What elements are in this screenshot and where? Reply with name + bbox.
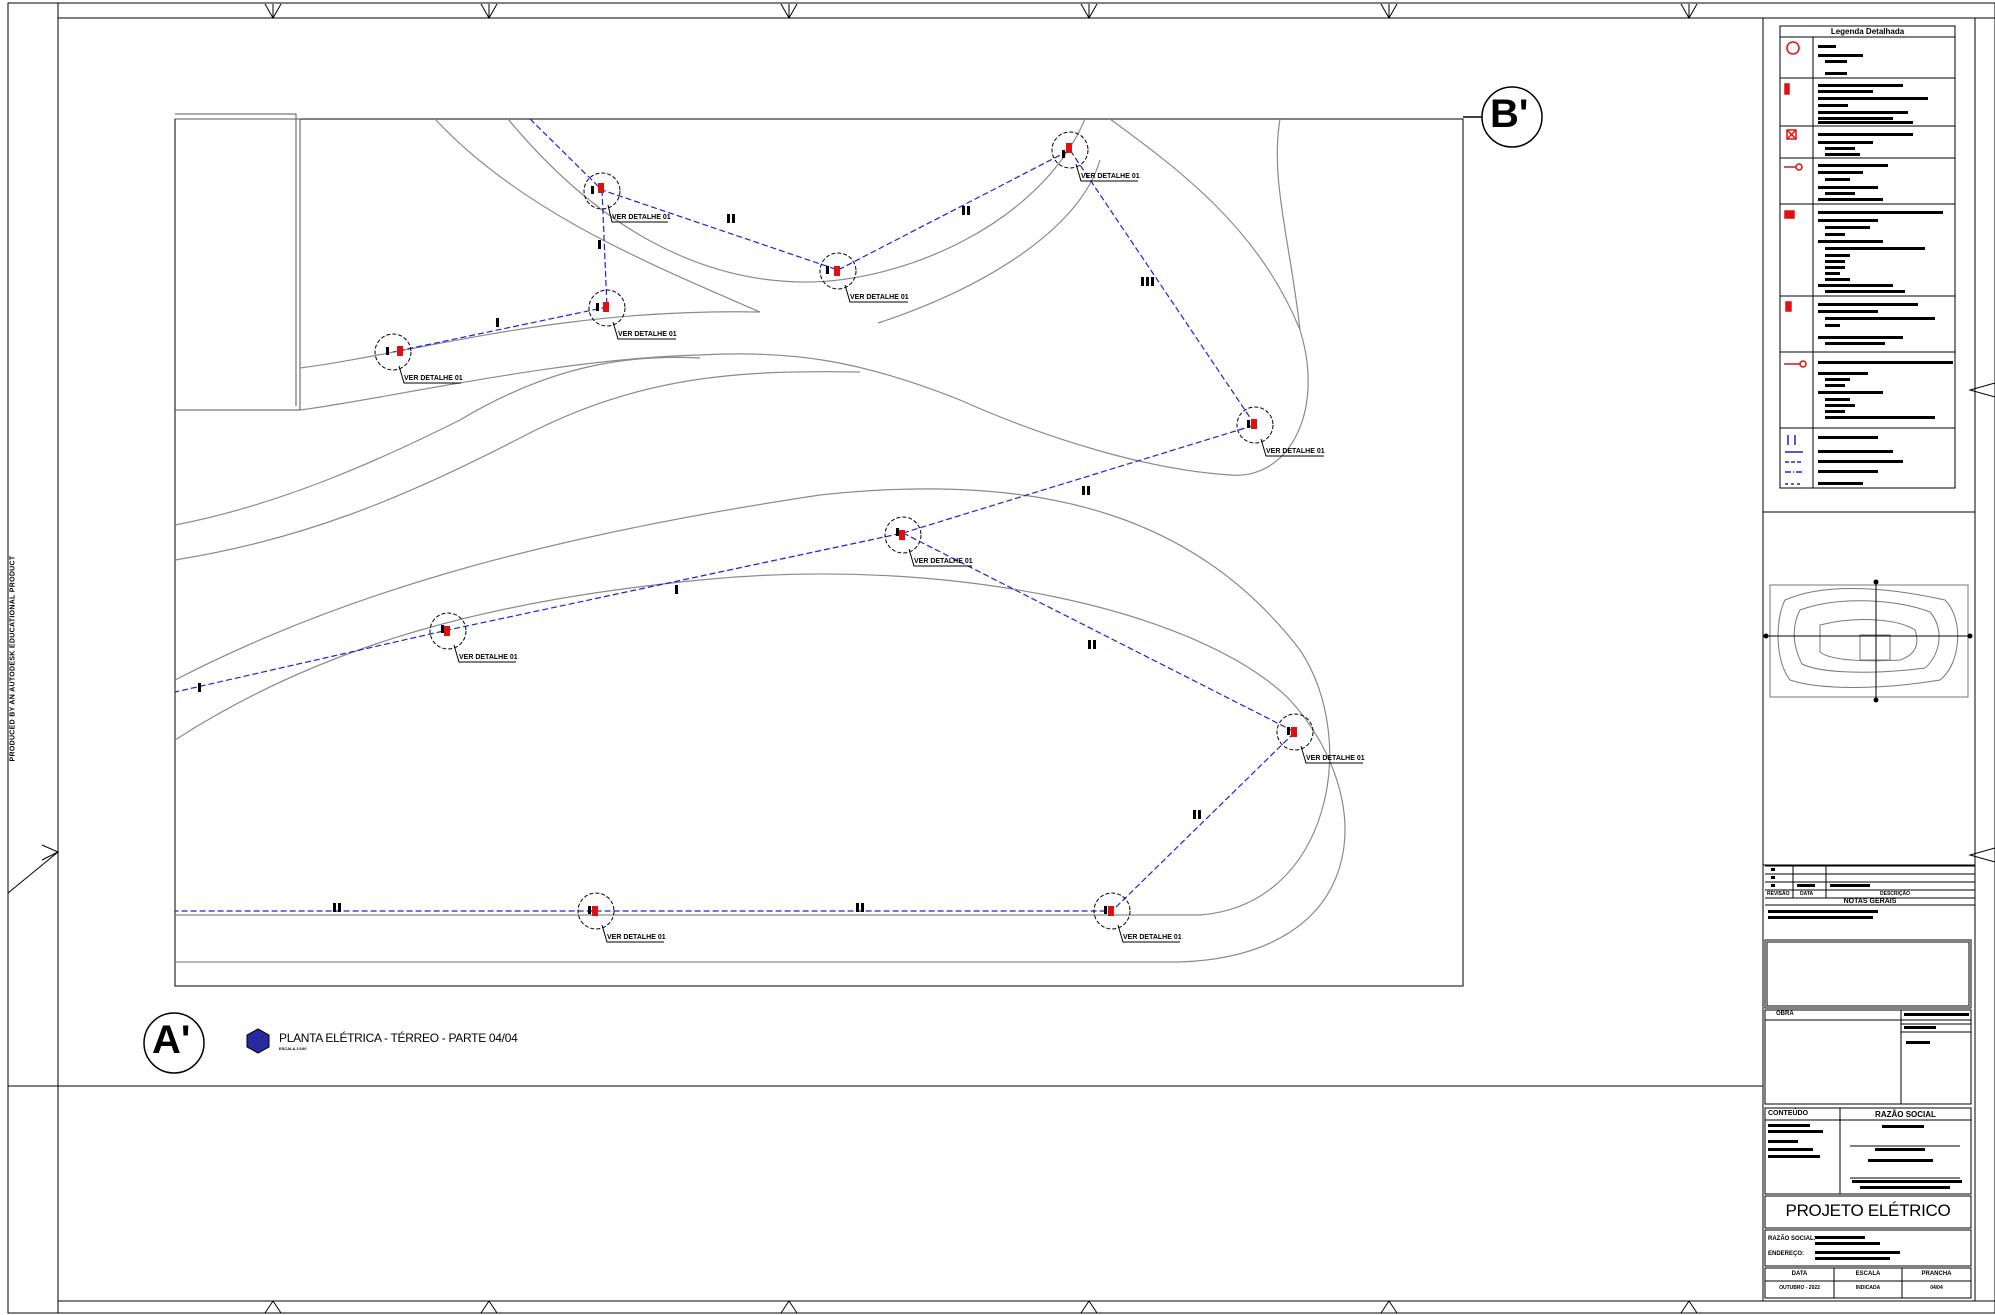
- callout-label: VER DETALHE 01: [607, 934, 666, 941]
- titleblock-text-bars: [1768, 1013, 1969, 1260]
- callout-label: VER DETALHE 01: [612, 214, 671, 221]
- revision-col-rev: REVISÃO: [1767, 891, 1790, 897]
- legend-title: Legenda Detalhada: [1830, 27, 1905, 36]
- callout-label: VER DETALHE 01: [459, 654, 518, 661]
- callout-label: VER DETALHE 01: [618, 331, 677, 338]
- conteudo-label: CONTEÚDO: [1768, 1110, 1809, 1117]
- obra-label: OBRA: [1776, 1011, 1794, 1017]
- section-label-a: A': [152, 1018, 191, 1062]
- section-marks: [143, 86, 1543, 1074]
- titleblock-frame: [1763, 18, 1976, 1301]
- footer-sheet-header: PRANCHA: [1921, 1271, 1952, 1277]
- legend-arrows: [1785, 435, 1803, 485]
- building-outline: [175, 113, 301, 411]
- footer-scale-value: INDICADA: [1855, 1285, 1881, 1291]
- footer-scale-header: ESCALA: [1855, 1271, 1881, 1277]
- callout-label: VER DETALHE 01: [404, 375, 463, 382]
- callout-label: VER DETALHE 01: [1081, 173, 1140, 180]
- footer-date-header: DATA: [1791, 1271, 1808, 1277]
- notes-title: NOTAS GERAIS: [1843, 898, 1897, 905]
- endereco-label: ENDEREÇO:: [1768, 1251, 1805, 1257]
- revision-table-rows: [1768, 868, 1878, 919]
- legend-text-bars: [1818, 45, 1953, 485]
- revision-col-desc: DESCRIÇÃO: [1880, 891, 1911, 897]
- equipment-symbols: [386, 150, 1290, 914]
- key-plan-axes: [1763, 579, 1973, 703]
- grid-markers-top: [264, 3, 1698, 20]
- project-title: PROJETO ELÉTRICO: [1785, 1201, 1951, 1220]
- conduit-runs: [174, 118, 1297, 912]
- wire-annotations: [198, 206, 1201, 912]
- callout-label: VER DETALHE 01: [850, 294, 909, 301]
- garden-paths: [174, 118, 1346, 963]
- key-plan: [1769, 584, 1969, 698]
- titleblock-boxes: [1764, 939, 1972, 1299]
- callout-label: VER DETALHE 01: [914, 558, 973, 565]
- equipment-markers: [397, 143, 1297, 916]
- grid-markers-bottom: [264, 1300, 1698, 1314]
- footer-date-value: OUTUBRO - 2022: [1779, 1285, 1820, 1291]
- callout-leaders: [398, 163, 1363, 943]
- callout-label: VER DETALHE 01: [1123, 934, 1182, 941]
- razao-social-label: RAZÃO SOCIAL:: [1768, 1236, 1816, 1242]
- legend-frame: [1779, 25, 1956, 489]
- plan-scale: ESCALA 1/100: [279, 1046, 307, 1051]
- razao-label: RAZÃO SOCIAL: [1875, 1110, 1936, 1119]
- section-label-b: B': [1490, 92, 1529, 136]
- sheet-frame: [7, 2, 1995, 1314]
- plan-title: PLANTA ELÉTRICA - TÉRREO - PARTE 04/04: [279, 1031, 518, 1045]
- grid-markers-side: [7, 382, 1995, 894]
- equipment-nodes: [374, 131, 1314, 930]
- footer-sheet-value: 04/04: [1930, 1285, 1943, 1291]
- revision-col-date: DATA: [1800, 891, 1814, 897]
- callout-label: VER DETALHE 01: [1266, 448, 1325, 455]
- legend-icons: [1784, 41, 1807, 368]
- callout-label: VER DETALHE 01: [1306, 755, 1365, 762]
- watermark-left: PRODUCED BY AN AUTODESK EDUCATIONAL PROD…: [9, 555, 17, 762]
- revision-table: [1765, 865, 1975, 906]
- title-hex-icon: [246, 1028, 270, 1054]
- plan-boundary: [174, 118, 1464, 987]
